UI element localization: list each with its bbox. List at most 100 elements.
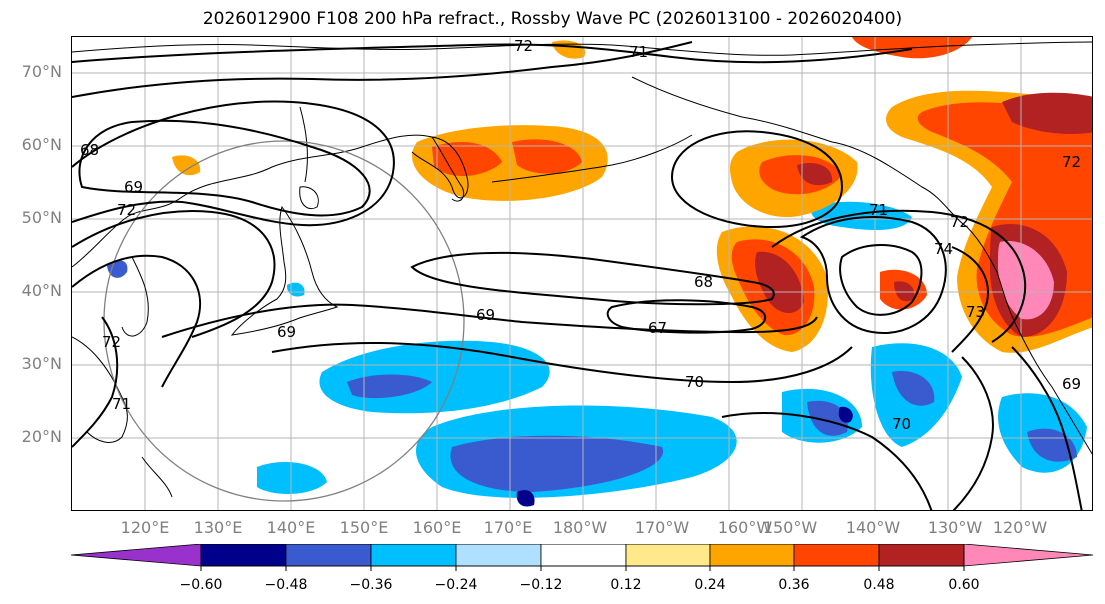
- contour-71-top: [72, 41, 693, 98]
- contour-72-west: [72, 316, 119, 448]
- colorbar-segment: [70, 544, 202, 567]
- colorbar-segment: [709, 544, 795, 567]
- map-title: 2026012900 F108 200 hPa refract., Rossby…: [202, 9, 903, 29]
- contour-72-top: [72, 43, 913, 64]
- contour-label: 70: [685, 373, 704, 391]
- contour-label: 67: [648, 319, 667, 337]
- contour-68-center: [410, 251, 775, 306]
- lon-label-140w: 140°W: [845, 518, 901, 537]
- lon-label-180w: 180°W: [552, 518, 608, 537]
- blue-region-southeast-dark: [807, 400, 848, 436]
- blue-region-west-pacific: [257, 462, 327, 494]
- contour-label: 74: [934, 240, 953, 258]
- coast-japan: [230, 205, 339, 336]
- contour-70-south: [271, 341, 853, 384]
- coast-asia: [72, 134, 469, 268]
- contour-label: 68: [694, 273, 713, 291]
- colorbar-segment: [370, 544, 457, 567]
- contour-alaska-loop: [670, 130, 844, 229]
- colorbar-tick-label: 0.24: [694, 577, 726, 593]
- pink-region-north-america: [998, 241, 1054, 320]
- lon-label-160w: 160°W: [717, 518, 773, 537]
- contour-label: 69: [1062, 375, 1081, 393]
- lat-label-60n: 60°N: [21, 135, 62, 154]
- blue-region-south-central: [319, 340, 550, 414]
- great-circle-marker: [103, 140, 465, 502]
- colorbar-tick-label: 0.36: [778, 577, 810, 593]
- contour-label: 69: [476, 306, 495, 324]
- lon-label-120e: 120°E: [120, 518, 170, 537]
- lon-label-120w: 120°W: [992, 518, 1048, 537]
- contour-label: 72: [117, 201, 136, 219]
- contour-68-west: [78, 119, 371, 217]
- lon-label-150w: 150°W: [762, 518, 818, 537]
- coast-china: [72, 336, 128, 443]
- colorbar-tick-label: −0.36: [349, 577, 393, 593]
- contour-label: 69: [277, 323, 296, 341]
- contour-74-east: [839, 244, 923, 316]
- contour-69-center: [161, 303, 818, 338]
- contour-73-east: [951, 246, 989, 353]
- coast-hokkaido: [299, 186, 319, 210]
- navy-spot-south: [516, 490, 535, 507]
- lat-label-70n: 70°N: [21, 62, 62, 81]
- coast-north-america: [996, 271, 1092, 455]
- colorbar: [70, 544, 1094, 571]
- colorbar-tick-label: 0.12: [610, 577, 642, 593]
- blue-region-east-dark: [892, 371, 935, 406]
- coast-alaska: [631, 76, 998, 273]
- contour-label: 72: [1062, 153, 1081, 171]
- contour-lines: [72, 41, 1083, 510]
- lon-label-170e: 170°E: [483, 518, 533, 537]
- contour-69-west: [72, 100, 395, 227]
- colorbar-tick-label: −0.12: [519, 577, 563, 593]
- colorbar-tick-label: −0.48: [264, 577, 308, 593]
- shaded-refractivity-fields: [107, 37, 1092, 507]
- contour-71-east: [799, 216, 947, 334]
- lon-label-170w: 170°W: [634, 518, 690, 537]
- contour-71-west: [72, 254, 202, 388]
- map-panel[interactable]: 72 71 68 69 69 68 67 70 71 74 72 73 70 6…: [71, 36, 1093, 511]
- contour-label: 69: [124, 178, 143, 196]
- contour-70-east: [952, 356, 994, 510]
- lat-label-20n: 20°N: [21, 427, 62, 446]
- lat-label-50n: 50°N: [21, 208, 62, 227]
- blue-region-central-north: [811, 201, 912, 230]
- colorbar-segment: [963, 544, 1094, 567]
- blue-region-south-central-dark: [347, 374, 432, 399]
- coast-arctic: [72, 41, 1092, 56]
- coast-aleutians: [491, 134, 693, 183]
- contour-label: 71: [112, 395, 131, 413]
- colorbar-tick-label: 0.60: [948, 577, 980, 593]
- contour-label: 73: [966, 303, 985, 321]
- colorbar-segment: [200, 544, 287, 567]
- lon-label-150e: 150°E: [339, 518, 389, 537]
- contour-69-east: [1011, 346, 1083, 510]
- coast-korea: [121, 256, 149, 337]
- warm-region-kamchatka-red2: [512, 139, 582, 174]
- colorbar-segment: [455, 544, 542, 567]
- colorbar-segment: [285, 544, 372, 567]
- colorbar-segment: [625, 544, 711, 567]
- contour-label: 71: [629, 43, 648, 61]
- navy-spot-southeast: [838, 406, 853, 423]
- colorbar-tick-label: −0.24: [434, 577, 478, 593]
- warm-region-east-small-dark: [894, 281, 915, 302]
- coastlines: [72, 41, 1092, 498]
- coast-kamchatka: [431, 136, 465, 202]
- warm-region-small-west: [172, 155, 201, 176]
- blue-region-south-lower-dark: [450, 435, 664, 492]
- colorbar-segment: [878, 544, 965, 567]
- colorbar-tick-label: −0.60: [179, 577, 223, 593]
- contour-east-arc: [721, 412, 933, 510]
- contour-label: 72: [950, 213, 969, 231]
- warm-region-far-north: [1002, 92, 1092, 134]
- coast-philippines: [141, 456, 173, 498]
- contour-label: 72: [514, 37, 533, 55]
- contour-label: 68: [80, 141, 99, 159]
- lon-label-130e: 130°E: [193, 518, 243, 537]
- lat-label-40n: 40°N: [21, 281, 62, 300]
- contour-label: 71: [869, 201, 888, 219]
- lon-label-140e: 140°E: [266, 518, 316, 537]
- lon-label-160e: 160°E: [412, 518, 462, 537]
